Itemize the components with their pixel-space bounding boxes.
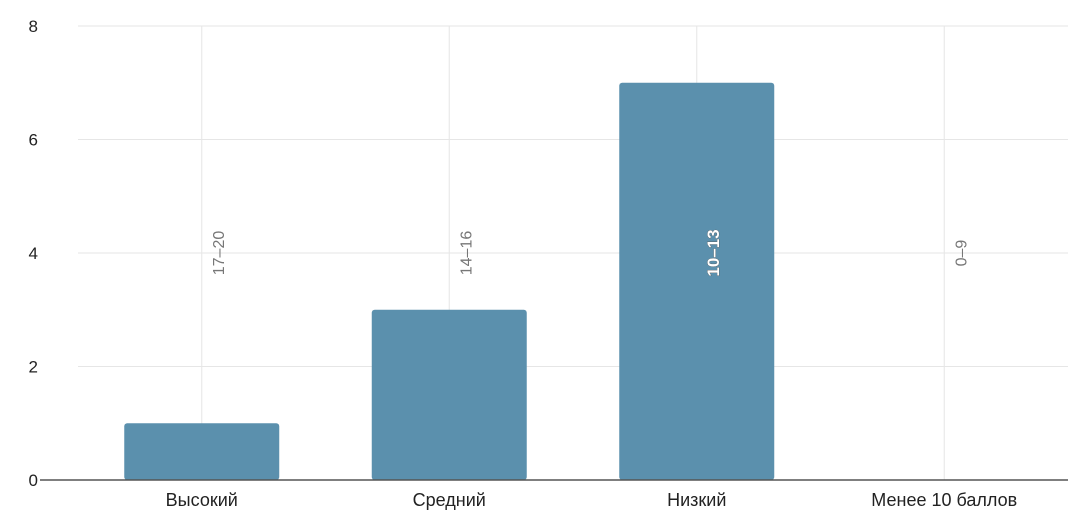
x-category-label: Высокий [166, 490, 238, 510]
y-tick-label: 4 [29, 244, 38, 263]
score-range-label: 10–13 [704, 229, 723, 276]
bar-3 [619, 82, 775, 480]
y-tick-label: 0 [29, 471, 38, 490]
y-tick-label: 6 [29, 131, 38, 150]
y-tick-label: 8 [29, 17, 38, 36]
x-category-label: Низкий [667, 490, 726, 510]
y-tick-label: 2 [29, 358, 38, 377]
bar-1 [124, 423, 280, 480]
x-category-label: Менее 10 баллов [871, 490, 1017, 510]
bar-2 [371, 309, 527, 480]
score-range-label: 17–20 [211, 231, 228, 276]
x-category-label: Средний [413, 490, 486, 510]
score-range-label: 14–16 [458, 231, 475, 276]
score-range-label: 0–9 [953, 240, 970, 267]
